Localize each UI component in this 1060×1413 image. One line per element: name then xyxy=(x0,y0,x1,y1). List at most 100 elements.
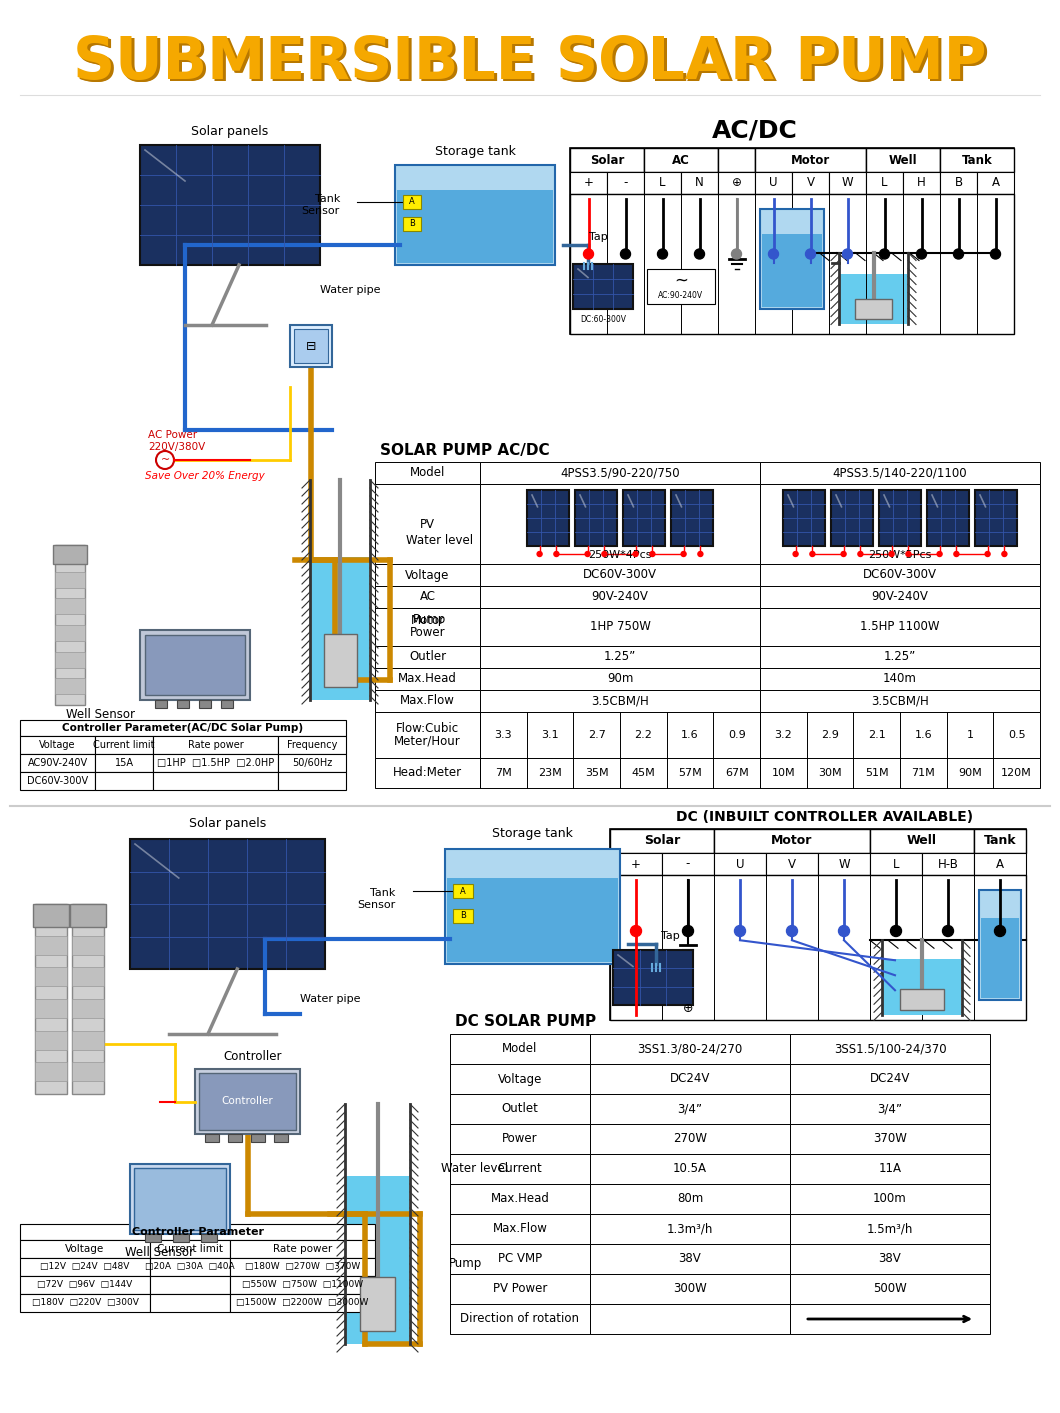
Text: 80m: 80m xyxy=(677,1193,703,1205)
Bar xyxy=(445,849,620,964)
Bar xyxy=(590,1214,790,1243)
Text: 71M: 71M xyxy=(912,769,935,779)
Text: ⊕: ⊕ xyxy=(731,177,741,189)
Bar xyxy=(450,1154,590,1184)
Text: Model: Model xyxy=(502,1043,537,1056)
Text: SUBMERSIBLE SOLAR PUMP: SUBMERSIBLE SOLAR PUMP xyxy=(76,37,990,93)
Text: Tank: Tank xyxy=(984,835,1017,848)
Bar xyxy=(395,165,555,266)
Text: Outler: Outler xyxy=(409,650,446,664)
Text: W: W xyxy=(838,858,850,870)
Text: 1.6: 1.6 xyxy=(682,731,699,740)
Circle shape xyxy=(954,551,959,557)
Text: 3.5CBM/H: 3.5CBM/H xyxy=(591,695,649,708)
Text: 4PSS3.5/140-220/1100: 4PSS3.5/140-220/1100 xyxy=(833,466,968,479)
Bar xyxy=(573,264,633,309)
Bar xyxy=(201,1234,217,1242)
Text: Voltage: Voltage xyxy=(39,740,75,750)
Bar xyxy=(375,668,480,690)
Circle shape xyxy=(731,249,742,259)
Text: Water pipe: Water pipe xyxy=(320,285,381,295)
Circle shape xyxy=(937,551,942,557)
Circle shape xyxy=(990,249,1001,259)
Text: Voltage: Voltage xyxy=(405,568,449,582)
Bar xyxy=(975,490,1017,545)
Text: Controller Parameter: Controller Parameter xyxy=(131,1226,264,1236)
Bar xyxy=(760,485,1040,564)
Bar xyxy=(854,300,893,319)
Text: 57M: 57M xyxy=(678,769,702,779)
Bar xyxy=(55,572,85,588)
Text: 3SS1.3/80-24/270: 3SS1.3/80-24/270 xyxy=(637,1043,743,1056)
Bar xyxy=(760,757,1040,788)
Bar xyxy=(790,1094,990,1123)
Text: SOLAR PUMP AC/DC: SOLAR PUMP AC/DC xyxy=(379,442,550,458)
Text: □550W  □750W  □1100W: □550W □750W □1100W xyxy=(242,1280,364,1290)
Text: AC Power: AC Power xyxy=(148,430,197,439)
Bar xyxy=(199,699,211,708)
Bar xyxy=(760,462,1040,485)
Text: Controller: Controller xyxy=(224,1050,282,1064)
Bar xyxy=(450,1064,590,1094)
Text: 270W: 270W xyxy=(673,1132,707,1146)
Text: Meter/Hour: Meter/Hour xyxy=(394,735,461,747)
Text: PV Power: PV Power xyxy=(493,1283,547,1296)
Bar xyxy=(610,853,662,875)
Text: 3/4”: 3/4” xyxy=(878,1102,902,1115)
Text: Rate power: Rate power xyxy=(272,1243,332,1253)
Bar xyxy=(72,1030,104,1050)
Text: V: V xyxy=(788,858,796,870)
Bar xyxy=(840,274,907,324)
Bar xyxy=(671,490,713,545)
Text: Well: Well xyxy=(888,154,917,167)
Bar xyxy=(375,757,480,788)
Bar xyxy=(662,853,714,875)
Text: Solar panels: Solar panels xyxy=(192,124,268,137)
Bar xyxy=(644,172,681,194)
Bar xyxy=(20,1294,151,1313)
Bar xyxy=(375,712,480,757)
Bar xyxy=(20,1224,375,1241)
Bar xyxy=(375,485,480,564)
Text: Well Sensor: Well Sensor xyxy=(66,708,135,722)
Circle shape xyxy=(631,926,641,937)
Text: 1.5HP 1100W: 1.5HP 1100W xyxy=(861,620,940,633)
Bar xyxy=(760,646,1040,668)
Text: PC VMP: PC VMP xyxy=(498,1252,542,1266)
Bar xyxy=(480,668,760,690)
Text: ~: ~ xyxy=(160,455,170,465)
Bar xyxy=(20,1241,151,1258)
Text: 7M: 7M xyxy=(495,769,512,779)
Text: 0.9: 0.9 xyxy=(728,731,745,740)
Text: DC60V-300V: DC60V-300V xyxy=(26,776,88,786)
Bar xyxy=(140,146,320,266)
Text: □1500W  □2200W  □3000W: □1500W □2200W □3000W xyxy=(236,1299,369,1307)
Text: DC60V-300V: DC60V-300V xyxy=(583,568,657,582)
Bar xyxy=(375,646,480,668)
Bar xyxy=(760,564,1040,586)
Text: Motor: Motor xyxy=(772,835,813,848)
Bar xyxy=(940,148,1014,172)
Circle shape xyxy=(633,551,638,557)
Bar xyxy=(480,757,760,788)
Bar xyxy=(903,172,940,194)
Bar xyxy=(570,172,607,194)
Bar xyxy=(20,1258,151,1276)
Bar xyxy=(230,1241,375,1258)
Bar xyxy=(70,904,106,927)
Bar xyxy=(610,875,1026,1020)
Bar xyxy=(590,1154,790,1184)
Text: 1.6: 1.6 xyxy=(915,731,932,740)
Bar xyxy=(55,678,85,694)
Text: 2.9: 2.9 xyxy=(822,731,838,740)
Circle shape xyxy=(880,249,889,259)
Circle shape xyxy=(583,249,594,259)
Circle shape xyxy=(858,551,863,557)
Bar xyxy=(72,1063,104,1081)
Text: +: + xyxy=(631,858,641,870)
Bar xyxy=(681,172,718,194)
Bar xyxy=(480,462,760,485)
Text: U: U xyxy=(770,177,778,189)
Bar xyxy=(790,1034,990,1064)
Bar xyxy=(55,545,85,705)
